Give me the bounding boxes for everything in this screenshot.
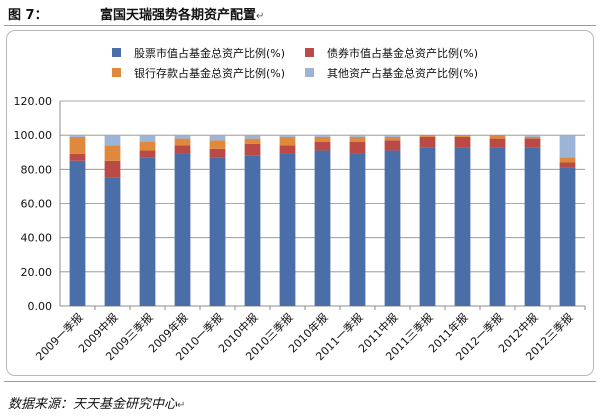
legend-swatch: [112, 48, 121, 57]
figure-title-text: 富国天瑞强势各期资产配置: [100, 8, 257, 23]
bar-segment-4: [559, 135, 576, 158]
return-mark-icon: ↵: [177, 400, 186, 411]
legend-label: 其他资产占基金总资产比例(%): [327, 66, 478, 80]
bar-segment-3: [209, 140, 226, 149]
bar-segment-1: [209, 157, 226, 306]
bar-segment-2: [559, 162, 576, 168]
bar-segment-3: [314, 136, 331, 142]
bar-segment-2: [244, 143, 261, 156]
bar-segment-1: [69, 160, 86, 306]
bar-segment-2: [174, 145, 191, 154]
bar-segment-1: [454, 147, 471, 306]
y-tick-label: 80.00: [21, 163, 53, 176]
bar-segment-1: [419, 147, 436, 306]
bar-segment-4: [104, 135, 121, 146]
bar-segment-2: [139, 150, 156, 158]
y-tick-label: 40.00: [21, 232, 53, 245]
bar-segment-4: [139, 135, 156, 142]
bar-segment-3: [244, 138, 261, 144]
legend-swatch: [112, 68, 121, 77]
legend-label: 股票市值占基金总资产比例(%): [134, 46, 285, 60]
bar-segment-2: [489, 138, 506, 148]
bar-segment-3: [139, 142, 156, 151]
bar-segment-1: [489, 147, 506, 306]
bar-segment-1: [314, 150, 331, 306]
x-tick-label: 2009一季报: [33, 310, 86, 363]
source-divider: [4, 381, 596, 382]
bar-segment-1: [559, 167, 576, 306]
bar-segment-3: [454, 135, 471, 137]
bar-segment-4: [384, 135, 401, 137]
bar-segment-4: [279, 135, 296, 137]
figure-header: 图 7： 富国天瑞强势各期资产配置↵: [0, 0, 600, 28]
figure-title: 富国天瑞强势各期资产配置↵: [100, 4, 264, 23]
y-tick-label: 0.00: [28, 300, 53, 313]
bar-segment-3: [349, 136, 366, 142]
y-tick-label: 60.00: [21, 198, 53, 211]
bar-segment-4: [69, 135, 86, 137]
bar-segment-2: [279, 145, 296, 154]
source-note: 数据来源：天天基金研究中心↵: [8, 393, 185, 412]
header-divider: [4, 25, 596, 26]
bar-segment-1: [174, 153, 191, 306]
bar-segment-2: [454, 136, 471, 148]
bar-segment-2: [69, 153, 86, 161]
y-tick-label: 100.00: [14, 129, 53, 142]
bar-segment-2: [314, 142, 331, 151]
bar-segment-4: [209, 135, 226, 141]
bar-segment-2: [419, 136, 436, 148]
y-tick-label: 120.00: [14, 95, 53, 108]
bar-segment-3: [489, 135, 506, 139]
bar-segment-1: [349, 153, 366, 306]
bar-segment-4: [524, 135, 541, 137]
bar-segment-4: [244, 135, 261, 139]
bar-segment-2: [104, 160, 121, 178]
bar-segment-3: [419, 135, 436, 137]
bar-segment-2: [384, 140, 401, 151]
figure-label: 图 7：: [8, 8, 48, 23]
bar-segment-2: [524, 138, 541, 148]
bar-segment-1: [139, 157, 156, 306]
legend-label: 债券市值占基金总资产比例(%): [327, 46, 478, 60]
bar-segment-4: [349, 135, 366, 137]
source-text: 数据来源：天天基金研究中心: [8, 397, 178, 412]
legend-swatch: [305, 48, 314, 57]
return-mark-icon: ↵: [256, 11, 265, 22]
bar-segment-3: [524, 136, 541, 139]
bar-segment-2: [209, 148, 226, 158]
bar-segment-3: [279, 136, 296, 146]
bar-segment-1: [279, 153, 296, 306]
bar-segment-1: [384, 150, 401, 306]
legend-label: 银行存款占基金总资产比例(%): [134, 66, 285, 80]
bar-segment-3: [69, 136, 86, 154]
bar-segment-4: [174, 135, 191, 139]
bar-segment-3: [104, 145, 121, 161]
bar-segment-1: [244, 155, 261, 306]
bar-segment-2: [349, 142, 366, 154]
bar-segment-1: [524, 147, 541, 306]
stacked-bar-chart: 0.00 20.00 40.00 60.00 80.00 100.00 120.00 2009…: [14, 46, 586, 363]
bar-segment-4: [314, 135, 331, 137]
bar-segment-3: [384, 136, 401, 141]
legend-swatch: [305, 68, 314, 77]
bar-segment-1: [104, 177, 121, 306]
bar-segment-3: [174, 138, 191, 146]
y-tick-label: 20.00: [21, 266, 53, 279]
bar-segment-3: [559, 157, 576, 163]
